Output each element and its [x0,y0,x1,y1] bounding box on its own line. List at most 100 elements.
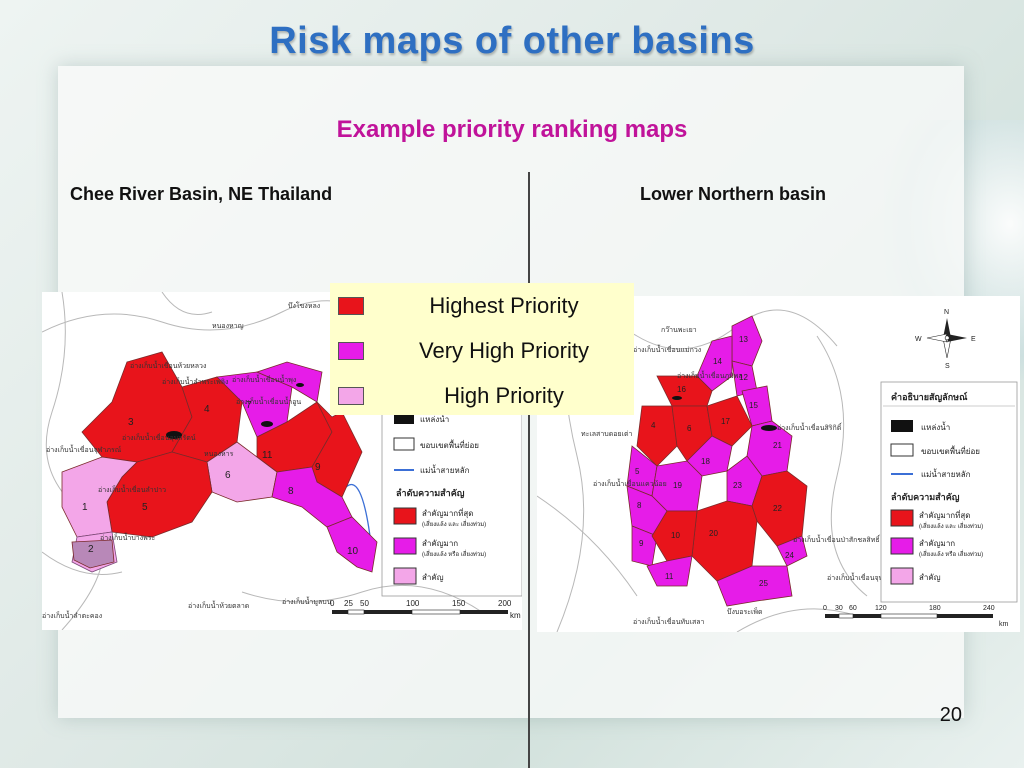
place-label: อ่างเก็บน้ำเขื่อนจุฬาภรณ์ [46,443,122,454]
legend-item-label: สำคัญ [919,573,941,582]
basin-zones [626,315,808,607]
legend-header: คำอธิบายสัญลักษณ์ [891,391,968,403]
lower-northern-basin-map: 4 5 6 8 9 10 11 12 13 14 15 16 17 18 19 … [537,296,1020,632]
scale-tick: 200 [498,599,512,608]
place-label: อ่างเก็บน้ำเขื่อนแควน้อย [593,477,667,488]
legend-symbol-label: แหล่งน้ำ [921,421,950,432]
zone-label: 25 [759,579,768,588]
compass-n: N [944,309,949,316]
legend-symbol-label: แหล่งน้ำ [420,413,449,424]
zone-label: 6 [225,470,231,481]
zone-top [255,361,323,403]
zone-label: 15 [749,401,758,410]
scale-bar: 0 30 60 120 180 240 km [823,605,1009,628]
scale-tick: 180 [929,605,941,612]
scale-bar: 0 25 50 100 150 200 km [330,599,521,620]
zone-label: 12 [739,373,748,382]
zone-label: 5 [142,502,148,513]
zone-label: 4 [651,421,656,430]
compass-rose: N S E W [915,309,976,370]
zone-10 [651,510,698,562]
zone-label: 16 [677,385,686,394]
zone-label: 24 [785,551,794,560]
place-label: อ่างเก็บน้ำห้วยตลาด [188,599,249,610]
thai-legend: แหล่งน้ำ ขอบเขตพื้นที่ย่อย แม่น้ำสายหลัก… [393,412,486,585]
place-label: อ่างเก็บน้ำเขื่อนห้วยหลวง [130,359,206,370]
place-label: ทะเลสาบดอยเต่า [581,431,632,438]
left-map-label: Chee River Basin, NE Thailand [70,184,333,204]
place-label: อ่างเก็บน้ำเขื่อนน้ำพุง [232,373,296,384]
slide-subtitle: Example priority ranking maps [336,116,688,143]
place-label: อ่างเก็บน้ำเขื่อนป่าสักชลสิทธิ์ [793,533,881,544]
legend-item-note: (เสี่ยงแล้ง และ เสี่ยงท่วม) [422,520,486,528]
zone-1 [61,456,138,538]
place-label: บึงโขงหลง [288,301,320,310]
zone-label: 21 [773,441,782,450]
scale-unit: km [510,611,521,620]
scale-tick: 0 [823,605,827,612]
scale-tick: 240 [983,605,995,612]
scale-tick: 50 [360,599,369,608]
place-labels: บึงโขงหลง หนองหาญ อ่างเก็บน้ำเขื่อนห้วยห… [42,301,332,620]
basin-zones [61,351,378,573]
zone-label: 2 [88,544,94,555]
scale-tick: 120 [875,605,887,612]
legend-row-very-high: Very High Priority [330,330,634,370]
legend-item-label: สำคัญมากที่สุด [919,509,971,520]
zone-24 [776,535,808,567]
compass-s: S [945,363,950,370]
place-label: อ่างเก็บน้ำเขื่อนแม่กวง [633,343,701,354]
zone-label: 23 [733,481,742,490]
thai-legend: คำอธิบายสัญลักษณ์ แหล่งน้ำ ขอบเขตพื้นที่… [883,391,1015,585]
right-map-label: Lower Northern basin [640,184,827,204]
zone-label: 1 [82,502,88,513]
zone-label: 10 [671,531,680,540]
zone-label: 11 [262,450,273,461]
zone-label: 22 [773,504,782,513]
place-label: บึงบอระเพ็ด [727,607,763,616]
zone-label: 4 [204,404,210,415]
scale-tick: 25 [344,599,353,608]
place-label: กว๊านพะเยา [661,326,697,334]
place-label: อ่างเก็บน้ำเขื่อนทับเสลา [633,615,705,626]
legend-symbol-label: แม่น้ำสายหลัก [420,464,470,475]
legend-symbol-label: ขอบเขตพื้นที่ย่อย [921,445,980,456]
place-label: อ่างเก็บน้ำเขื่อนสิริกิติ์ [777,421,843,432]
highest-priority-label: Highest Priority [429,293,579,318]
place-label: หนองหาญ [212,323,244,330]
zone-label: 8 [637,501,642,510]
zone-label: 13 [739,335,748,344]
zone-label: 17 [721,417,730,426]
high-priority-label: High Priority [444,383,564,408]
legend-item-label: สำคัญมาก [422,539,458,548]
legend-item-label: สำคัญมาก [919,539,955,548]
place-label: อ่างเก็บน้ำมูลบน [282,595,332,606]
legend-item-note: (เสี่ยงแล้ง และ เสี่ยงท่วม) [919,522,983,530]
place-labels: กว๊านพะเยา อ่างเก็บน้ำเขื่อนแม่กวง อ่างเ… [581,326,903,626]
very-high-priority-swatch [338,342,364,360]
zone-25 [716,565,793,607]
admin-boundaries [537,296,868,632]
zone-label: 6 [687,424,692,433]
highest-priority-swatch [338,297,364,315]
zone-label: 10 [347,546,359,557]
legend-symbol-label: ขอบเขตพื้นที่ย่อย [420,439,479,450]
zone-2-inner [71,539,115,569]
place-label: อ่างเก็บน้ำเขื่อนภูมิพล [677,369,743,380]
zone-4 [636,405,678,467]
zone-label: 19 [673,481,682,490]
chee-basin-map-svg: 1 2 3 4 5 6 7 8 9 10 11 บึงโขงหลง หนองหา… [42,292,522,630]
scale-unit: km [999,621,1009,628]
zone-label: 18 [701,457,710,466]
lower-northern-map-svg: 4 5 6 8 9 10 11 12 13 14 15 16 17 18 19 … [537,296,1020,632]
zone-11 [646,555,693,587]
place-label: อ่างเก็บน้ำเขื่อนลำปาว [98,483,166,494]
legend-title: ลำดับความสำคัญ [891,492,960,503]
zone-label: 9 [315,462,321,473]
slide-title: Risk maps of other basins [269,20,755,62]
page-number: 20 [939,704,962,726]
zone-label: 9 [639,539,644,548]
place-label: อ่างเก็บน้ำเขื่อนจุฬาภรณ์ [827,571,903,582]
legend-item-note: (เสี่ยงแล้ง หรือ เสี่ยงท่วม) [422,550,486,558]
vertical-divider [528,172,530,768]
